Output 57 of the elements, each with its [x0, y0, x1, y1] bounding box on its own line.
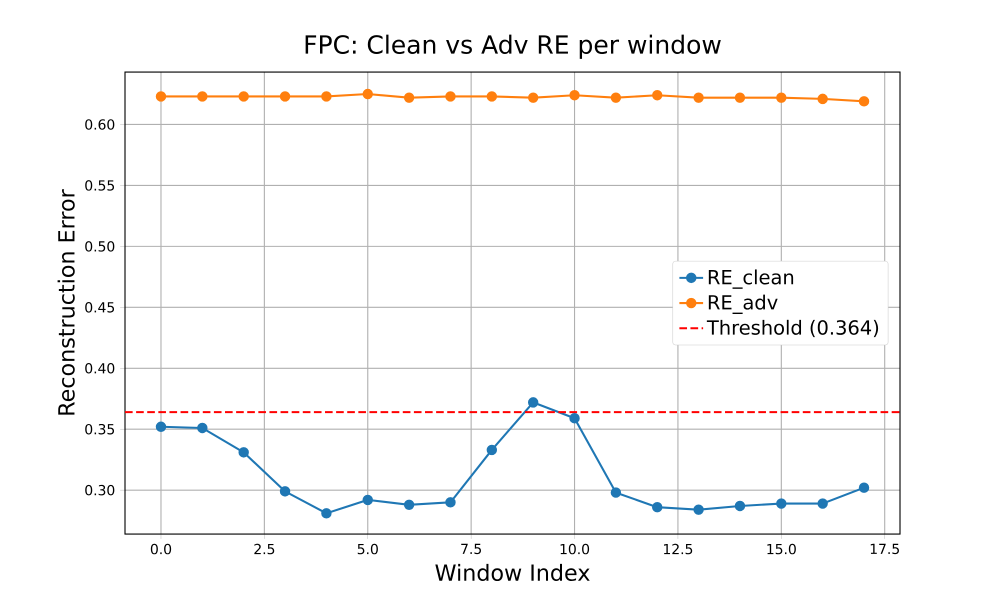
legend-label: RE_adv: [708, 294, 778, 314]
point: [817, 94, 828, 104]
point: [528, 92, 538, 103]
y-tick-label: 0.50: [85, 241, 114, 252]
chart-title: FPC: Clean vs Adv RE per window: [306, 34, 721, 59]
point: [404, 92, 414, 103]
point: [321, 91, 332, 102]
point: [362, 494, 373, 506]
point: [197, 91, 208, 102]
legend-label: RE_clean: [708, 269, 794, 289]
point: [734, 500, 746, 512]
x-tick-label: 2.5: [254, 544, 274, 554]
x-tick-label: 17.5: [870, 544, 899, 554]
y-tick-label: 0.35: [85, 424, 114, 434]
x-tick-label: 12.5: [664, 544, 692, 554]
x-tick-label: 7.5: [461, 544, 481, 554]
point: [238, 91, 249, 102]
point: [652, 90, 662, 100]
point: [734, 92, 746, 103]
point: [610, 92, 622, 103]
x-tick-label: 0.0: [150, 544, 172, 554]
point: [280, 91, 290, 102]
point: [652, 502, 662, 512]
point: [569, 90, 580, 100]
point: [321, 508, 332, 519]
legend-label: Threshold (0.364): [706, 320, 878, 338]
point: [280, 486, 290, 497]
y-tick-label: 0.30: [85, 484, 114, 496]
x-axis-title: Window Index: [435, 564, 590, 582]
y-axis-title: Reconstruction Error: [58, 189, 75, 415]
point: [197, 422, 208, 434]
x-tick-label: 15.0: [767, 544, 796, 554]
point: [610, 487, 622, 498]
point: [404, 500, 414, 510]
point: [858, 482, 870, 493]
point: [776, 498, 787, 509]
point: [156, 91, 166, 102]
point: [156, 422, 166, 432]
point: [445, 497, 456, 508]
point: [693, 92, 704, 103]
point: [486, 91, 498, 102]
point: [528, 397, 538, 408]
point: [362, 88, 373, 100]
point: [693, 504, 704, 515]
point: [817, 498, 828, 509]
point: [569, 413, 580, 424]
x-tick-label: 5.0: [358, 544, 378, 554]
y-tick-label: 0.55: [85, 180, 114, 191]
point: [445, 91, 456, 102]
x-tick-label: 10.0: [560, 544, 590, 554]
y-tick-label: 0.60: [85, 119, 114, 130]
point: [238, 447, 249, 458]
point: [858, 96, 870, 107]
y-tick-label: 0.45: [85, 302, 114, 313]
point: [776, 92, 787, 103]
y-tick-label: 0.40: [85, 362, 114, 374]
point: [486, 444, 498, 456]
